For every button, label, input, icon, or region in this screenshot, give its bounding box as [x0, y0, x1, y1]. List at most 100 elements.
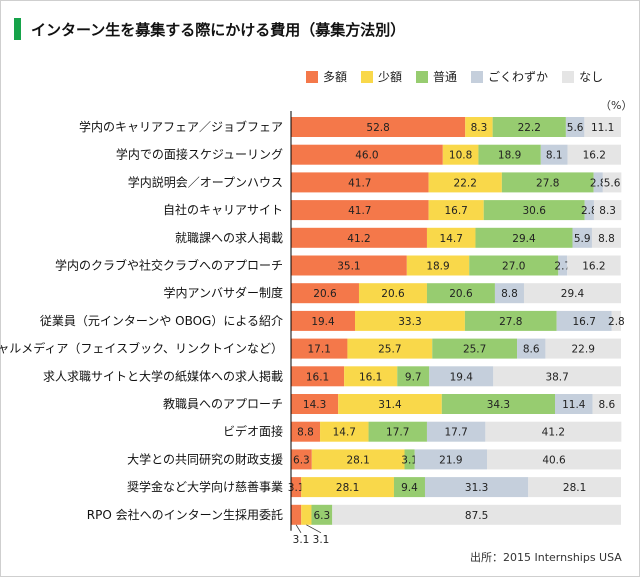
data-label: 17.7: [386, 427, 409, 439]
data-label: 16.7: [444, 205, 467, 217]
data-label: 18.9: [498, 150, 521, 162]
data-label: 20.6: [381, 288, 405, 300]
bar-segment: [301, 477, 394, 498]
bar-segment: [338, 394, 442, 414]
data-label: 27.0: [502, 261, 525, 273]
bar-segment: [478, 144, 541, 165]
bar-segment: [291, 421, 321, 442]
data-label: 31.4: [378, 399, 402, 411]
category-label: ビデオ面接: [223, 424, 283, 439]
data-label: 14.7: [333, 427, 356, 439]
bar-segment: [555, 394, 593, 414]
data-label: 22.9: [572, 344, 595, 356]
legend-swatch: [471, 70, 484, 83]
title-accent-bar: [14, 18, 21, 40]
bar-segment: [414, 449, 488, 470]
data-label: 11.4: [562, 399, 586, 411]
data-label: 16.7: [573, 316, 596, 328]
data-label: 33.3: [398, 316, 421, 328]
legend-swatch: [416, 70, 429, 83]
bar-segment: [567, 144, 621, 165]
data-label: 22.2: [454, 177, 477, 189]
bar-segment: [501, 172, 594, 193]
data-label: 28.1: [563, 482, 586, 494]
bar-segment: [592, 394, 621, 414]
data-label: 19.4: [450, 371, 474, 383]
bar-segment: [332, 504, 621, 525]
bar-segment: [441, 394, 555, 414]
legend-swatch: [562, 70, 575, 83]
bar-segment: [347, 338, 433, 359]
legend-label: 多額: [323, 70, 348, 84]
data-label: 35.1: [337, 261, 360, 273]
bar-segment: [517, 338, 546, 359]
data-label: 21.9: [439, 454, 462, 466]
data-label: 3.1: [288, 482, 305, 494]
bar-segment: [291, 449, 312, 470]
bar-segment: [494, 283, 524, 304]
data-label: 28.1: [346, 454, 369, 466]
bar-segment: [611, 310, 621, 331]
legend-item: 多額: [306, 68, 347, 85]
bar-segment: [567, 255, 621, 276]
data-label: 28.1: [336, 482, 359, 494]
data-label: 6.3: [293, 454, 310, 466]
data-label: 17.7: [444, 427, 467, 439]
bar-segment: [368, 421, 427, 442]
bar-segment: [301, 504, 312, 525]
legend-label: 少額: [378, 70, 403, 84]
data-label: 16.2: [582, 261, 605, 273]
bar-segment: [523, 283, 621, 304]
bar-segment: [469, 255, 559, 276]
category-label: 従業員（元インターンや OBOG）による紹介: [40, 314, 283, 328]
data-label: 18.9: [426, 261, 449, 273]
data-label: 8.6: [598, 399, 615, 411]
data-label: 20.6: [449, 288, 473, 300]
bar-segment: [483, 200, 585, 221]
bar-segment: [428, 200, 484, 221]
category-label: 求人求職サイトと大学の紙媒体への求人掲載: [43, 368, 283, 383]
category-label: 大学との共同研究の財政支援: [127, 451, 283, 466]
callout-label: 3.1: [293, 534, 310, 546]
bar-segment: [424, 477, 529, 498]
data-label: 41.2: [347, 233, 370, 245]
bar-segment: [584, 117, 621, 137]
data-label: 16.1: [359, 371, 382, 383]
bar-segment: [406, 255, 470, 276]
source-note: 出所：2015 Internships USA: [470, 551, 622, 564]
data-label: 17.1: [308, 344, 331, 356]
category-label: 教職員へのアプローチ: [163, 396, 283, 411]
bar-segment: [311, 504, 333, 525]
bar-segment: [591, 227, 621, 248]
data-label: 5.9: [574, 233, 591, 245]
data-label: 14.7: [440, 233, 463, 245]
bar-segment: [540, 144, 568, 165]
legend-label: ごくわずか: [488, 70, 549, 84]
bar-segment: [492, 117, 566, 137]
category-label: 学内説明会／オープンハウス: [128, 174, 283, 189]
data-label: 30.6: [523, 205, 547, 217]
bar-segment: [355, 310, 465, 331]
data-label: 87.5: [465, 510, 488, 522]
data-label: 9.4: [401, 482, 418, 494]
bar-segment: [426, 421, 486, 442]
data-label: 8.8: [297, 427, 314, 439]
bar-segment: [593, 172, 603, 193]
bar-segment: [291, 310, 356, 331]
bar-segment: [475, 227, 573, 248]
bar-segment: [344, 366, 398, 387]
bar-segment: [291, 504, 302, 525]
bar-segment: [291, 172, 429, 193]
chart-title-block: インターン生を募集する際にかける費用（募集方法別）: [14, 18, 405, 40]
bar-segment: [291, 477, 302, 498]
bar-segment: [428, 172, 502, 193]
bar-segment: [291, 338, 348, 359]
bar-segment: [432, 338, 518, 359]
bar-segment: [291, 227, 427, 248]
legend-item: なし: [562, 68, 603, 85]
data-label: 31.3: [465, 482, 488, 494]
bar-segment: [426, 227, 476, 248]
bar-segment: [464, 310, 557, 331]
category-label: 奨学金など大学向け慈善事業: [127, 479, 283, 494]
